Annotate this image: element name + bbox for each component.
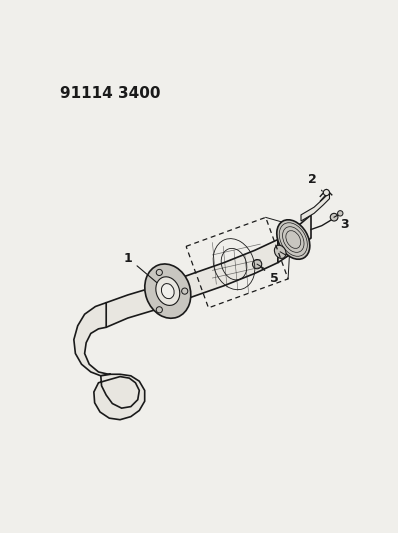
Circle shape (338, 211, 343, 216)
Ellipse shape (145, 264, 191, 318)
Polygon shape (278, 215, 311, 263)
Ellipse shape (156, 277, 180, 305)
Polygon shape (106, 239, 278, 327)
Text: 91114 3400: 91114 3400 (60, 85, 160, 101)
Polygon shape (94, 374, 145, 419)
Ellipse shape (274, 245, 286, 259)
Text: 4: 4 (286, 237, 303, 250)
Circle shape (181, 288, 188, 294)
Ellipse shape (162, 284, 174, 298)
Circle shape (323, 189, 330, 196)
Circle shape (252, 260, 262, 269)
Text: 1: 1 (123, 252, 160, 286)
Text: 2: 2 (308, 173, 322, 191)
Text: 5: 5 (259, 266, 279, 285)
Circle shape (156, 269, 162, 276)
Text: 3: 3 (336, 215, 349, 231)
Ellipse shape (277, 220, 310, 259)
Circle shape (156, 306, 162, 313)
Polygon shape (301, 192, 330, 221)
Circle shape (330, 213, 338, 221)
Polygon shape (74, 303, 111, 376)
